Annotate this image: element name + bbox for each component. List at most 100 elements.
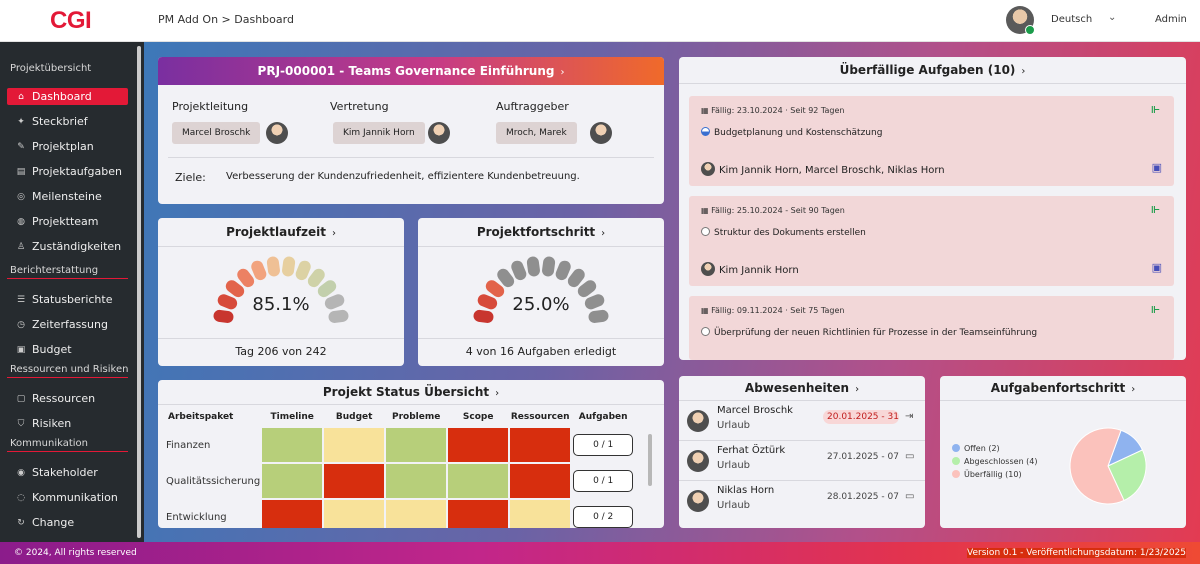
project-header[interactable]: PRJ-000001 - Teams Governance Einführung…: [158, 57, 664, 85]
goals-label: Ziele:: [175, 171, 206, 184]
progress-title: Projektfortschritt: [476, 225, 596, 239]
status-cell[interactable]: [324, 464, 385, 498]
exit-icon[interactable]: ⇥: [905, 411, 914, 422]
status-cell[interactable]: [448, 428, 509, 462]
list-icon: ☰: [16, 294, 26, 305]
status-cell[interactable]: [510, 464, 571, 498]
sidebar-item-label: Change: [32, 516, 75, 529]
box-icon: ▢: [16, 393, 26, 404]
sidebar-item-label: Steckbrief: [32, 115, 88, 128]
status-cell[interactable]: [448, 500, 509, 528]
sidebar-item-dashboard[interactable]: ⌂ Dashboard: [7, 88, 128, 105]
lead-chip[interactable]: Marcel Broschk: [172, 122, 261, 144]
teams-icon[interactable]: ▣: [1151, 261, 1162, 274]
overdue-task-card[interactable]: ▦ Fällig: 09.11.2024 · Seit 75 Tagen ⊩ Ü…: [689, 296, 1174, 360]
absence-row[interactable]: Ferhat Öztürk Urlaub 27.01.2025 - 07.02 …: [679, 442, 925, 480]
sidebar-item-projektplan[interactable]: ✎ Projektplan: [7, 138, 128, 155]
status-cell[interactable]: [386, 464, 447, 498]
sidebar-item-statusberichte[interactable]: ☰ Statusberichte: [7, 291, 128, 308]
absences-header[interactable]: Abwesenheiten ›: [679, 381, 925, 395]
legend-item-offen[interactable]: Offen (2): [952, 444, 1000, 453]
sidebar-item-meilensteine[interactable]: ◎ Meilensteine: [7, 188, 128, 205]
overdue-task-card[interactable]: ▦ Fällig: 25.10.2024 - Seit 90 Tagen ⊩ S…: [689, 196, 1174, 286]
planner-icon[interactable]: ⊩: [1150, 105, 1160, 116]
task-title: Überprüfung der neuen Richtlinien für Pr…: [714, 328, 1038, 338]
absence-row[interactable]: Marcel Broschk Urlaub 20.01.2025 - 31.01…: [679, 402, 925, 440]
status-cell[interactable]: [448, 464, 509, 498]
status-cell[interactable]: [262, 464, 323, 498]
sidebar-item-label: Ressourcen: [32, 392, 96, 405]
task-progress-header[interactable]: Aufgabenfortschritt ›: [940, 381, 1186, 395]
status-cell[interactable]: [510, 500, 571, 528]
legend-item-ueberfaellig[interactable]: Überfällig (10): [952, 470, 1022, 479]
gauge-segment: [477, 294, 498, 310]
legend-label: Offen (2): [964, 444, 1000, 453]
status-header[interactable]: Projekt Status Übersicht ›: [158, 385, 664, 399]
sidebar-item-risiken[interactable]: ⛉ Risiken: [7, 415, 128, 432]
progress-circle-icon: [701, 127, 710, 136]
status-cell[interactable]: [324, 500, 385, 528]
breadcrumb: PM Add On > Dashboard: [158, 13, 294, 26]
overdue-task-card[interactable]: ▦ Fällig: 23.10.2024 · Seit 92 Tagen ⊩ B…: [689, 96, 1174, 186]
status-cell[interactable]: [262, 500, 323, 528]
tasks-count-button[interactable]: 0 / 1: [573, 434, 634, 456]
sidebar-item-projektaufgaben[interactable]: ▤ Projektaufgaben: [7, 163, 128, 180]
task-progress-card: Aufgabenfortschritt › Offen (2) Abgeschlo…: [940, 376, 1186, 528]
language-select[interactable]: Deutsch: [1051, 14, 1093, 25]
column-header: Ressourcen: [510, 412, 570, 422]
lead-label: Projektleitung: [172, 100, 249, 113]
target-icon: ◎: [17, 191, 25, 202]
planner-icon[interactable]: ⊩: [1150, 305, 1160, 316]
assignees: Kim Jannik Horn, Marcel Broschk, Niklas …: [719, 165, 945, 176]
sidebar-item-zustaendigkeiten[interactable]: ♙ Zuständigkeiten: [7, 238, 128, 255]
sidebar-item-projektteam[interactable]: ◍ Projektteam: [7, 213, 128, 230]
sidebar-item-steckbrief[interactable]: ✦ Steckbrief: [7, 113, 128, 130]
client-chip[interactable]: Mroch, Marek: [496, 122, 577, 144]
main-content: PRJ-000001 - Teams Governance Einführung…: [144, 42, 1200, 542]
table-scrollbar[interactable]: [648, 434, 652, 486]
absence-row[interactable]: Niklas Horn Urlaub 28.01.2025 - 07.02 ▭: [679, 482, 925, 520]
sidebar-item-zeiterfassung[interactable]: ◷ Zeiterfassung: [7, 316, 128, 333]
pie-slice-ueberfaellig[interactable]: [1069, 427, 1125, 505]
legend-item-abgeschlossen[interactable]: Abgeschlossen (4): [952, 457, 1038, 466]
sidebar: Projektübersicht ⌂ Dashboard ✦ Steckbrief …: [0, 42, 144, 542]
status-cell[interactable]: [510, 428, 571, 462]
status-cell[interactable]: [324, 428, 385, 462]
deputy-chip[interactable]: Kim Jannik Horn: [333, 122, 425, 144]
user-menu[interactable]: Admin: [1155, 14, 1187, 25]
shield-icon: ⛉: [17, 418, 25, 429]
sidebar-item-ressourcen[interactable]: ▢ Ressourcen: [7, 390, 128, 407]
tasks-count-button[interactable]: 0 / 2: [573, 506, 634, 528]
sidebar-item-kommunikation[interactable]: ◌ Kommunikation: [7, 489, 128, 506]
legend-swatch: [952, 470, 960, 478]
person-icon: ♙: [16, 241, 26, 252]
sidebar-scrollbar[interactable]: [137, 46, 141, 538]
sidebar-item-change[interactable]: ↻ Change: [7, 514, 128, 531]
row-label: Finanzen: [166, 439, 211, 451]
runtime-title: Projektlaufzeit: [226, 225, 326, 239]
tasks-count-button[interactable]: 0 / 1: [573, 470, 634, 492]
teams-icon[interactable]: ▣: [1151, 161, 1162, 174]
chevron-right-icon: ›: [331, 228, 336, 239]
sidebar-item-budget[interactable]: ▣ Budget: [7, 341, 128, 358]
gauge-segment: [511, 260, 527, 281]
money-icon: ▣: [16, 344, 26, 355]
runtime-header[interactable]: Projektlaufzeit ›: [158, 225, 404, 239]
status-cell[interactable]: [262, 428, 323, 462]
planner-icon[interactable]: ⊩: [1150, 205, 1160, 216]
cgi-logo[interactable]: CGI: [50, 7, 92, 34]
status-cell[interactable]: [386, 428, 447, 462]
gauge-segment: [485, 280, 505, 298]
sidebar-item-stakeholder[interactable]: ◉ Stakeholder: [7, 464, 128, 481]
pie-slice-abgeschlossen[interactable]: [1107, 449, 1147, 502]
status-table: Arbeitspaket Timeline Budget Probleme Sc…: [158, 406, 636, 528]
gauge-segment: [324, 294, 345, 310]
overdue-header[interactable]: Überfällige Aufgaben (10) ›: [679, 63, 1186, 77]
status-cell[interactable]: [386, 500, 447, 528]
progress-header[interactable]: Projektfortschritt ›: [418, 225, 664, 239]
chevron-right-icon: ›: [495, 388, 500, 399]
calendar-icon[interactable]: ▭: [905, 451, 915, 462]
chevron-down-icon[interactable]: ⌄: [1108, 12, 1117, 23]
calendar-icon[interactable]: ▭: [905, 491, 915, 502]
absence-type: Urlaub: [717, 500, 751, 511]
